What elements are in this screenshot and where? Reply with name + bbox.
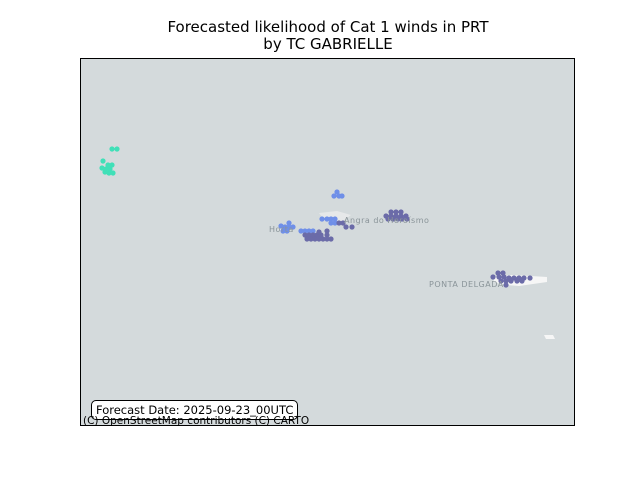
hex-cluster-pico bbox=[302, 228, 334, 242]
hex-cluster-sao-jorge-east bbox=[336, 220, 355, 230]
map-title-line2: by TC GABRIELLE bbox=[263, 35, 393, 53]
map-attribution: (C) OpenStreetMap contributors (C) CARTO bbox=[83, 415, 310, 427]
island-santa-maria bbox=[544, 335, 555, 339]
map-title-line1: Forecasted likelihood of Cat 1 winds in … bbox=[167, 18, 489, 36]
hex-cluster-faial bbox=[278, 220, 316, 234]
hex-cluster-sao-jorge bbox=[319, 216, 338, 226]
place-label-ponta-delgada: PONTA DELGADA bbox=[429, 280, 504, 289]
forecast-date-box: Forecast Date: 2025-09-23_00UTC bbox=[91, 400, 299, 420]
map-canvas bbox=[99, 146, 555, 339]
place-label-horta: Horta bbox=[269, 225, 294, 234]
place-label-angra: Angra do Heroísmo bbox=[344, 216, 430, 225]
hex-cluster-sao-miguel bbox=[490, 270, 533, 288]
hex-cluster-graciosa bbox=[331, 189, 345, 199]
hex-cluster-flores bbox=[99, 146, 120, 176]
hex-cluster-terceira bbox=[383, 209, 410, 222]
map-panel[interactable]: Angra do Heroísmo Horta PONTA DELGADA bbox=[80, 58, 575, 426]
